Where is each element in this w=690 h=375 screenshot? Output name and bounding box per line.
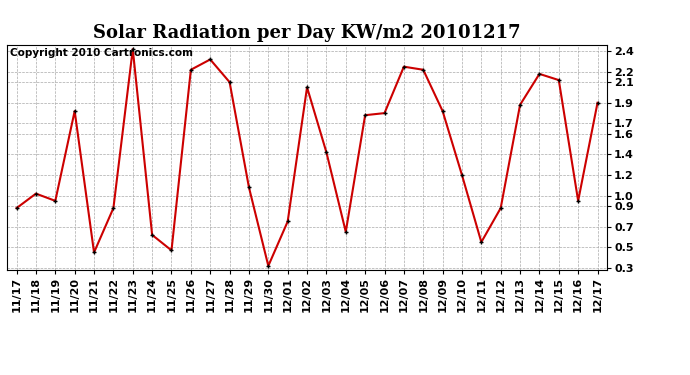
- Title: Solar Radiation per Day KW/m2 20101217: Solar Radiation per Day KW/m2 20101217: [93, 24, 521, 42]
- Text: Copyright 2010 Cartronics.com: Copyright 2010 Cartronics.com: [10, 48, 193, 58]
